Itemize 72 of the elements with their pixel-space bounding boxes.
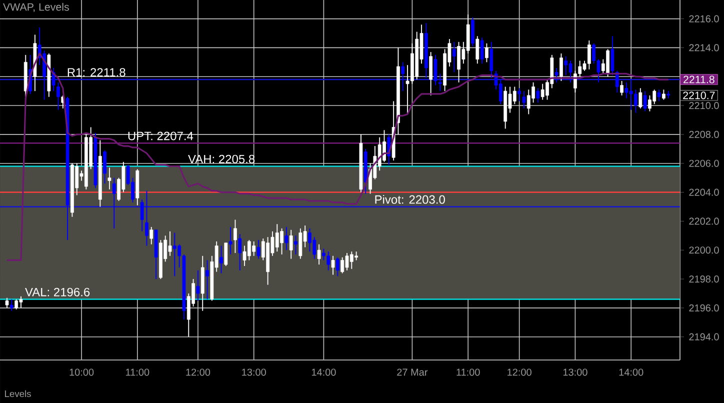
x-tick-label: 14:00 — [619, 368, 644, 376]
candlestick — [206, 260, 209, 300]
candlestick — [434, 54, 438, 86]
x-tick-label: 13:00 — [563, 368, 588, 376]
candlestick — [480, 37, 484, 64]
y-tick-label: 2200.0 — [689, 246, 719, 254]
candlestick — [294, 235, 298, 255]
candlestick — [238, 234, 242, 271]
x-tick-label: 10:00 — [70, 368, 94, 376]
candlestick — [150, 226, 154, 245]
candlestick — [289, 229, 293, 260]
y-tick-label: 2214.0 — [689, 44, 719, 52]
y-tick-label: 2210.0 — [689, 102, 719, 110]
candlestick — [452, 41, 456, 73]
candlestick — [228, 226, 232, 255]
text: Levels — [5, 390, 31, 398]
x-tick-label: 12:00 — [186, 368, 210, 376]
ref-line-label: Pivot: 2203.0 — [375, 194, 445, 204]
candlestick — [643, 90, 647, 112]
candlestick — [518, 88, 522, 102]
candlestick — [220, 245, 223, 274]
candlestick — [554, 67, 558, 83]
ref-line-label: VAL: 2196.6 — [25, 288, 90, 296]
candlestick — [657, 89, 661, 102]
x-tick-label: 12:00 — [508, 368, 532, 376]
candlestick — [103, 150, 106, 184]
candlestick — [56, 82, 60, 110]
candlestick — [471, 16, 474, 47]
y-tick-label: 2198.0 — [689, 275, 719, 283]
candlestick — [438, 73, 442, 92]
y-tick-label: 2194.0 — [689, 333, 719, 340]
candlestick — [196, 270, 200, 302]
y-tick-label: 2208.0 — [689, 130, 719, 138]
candlestick — [317, 244, 321, 266]
y-tick-label: 2216.0 — [689, 15, 719, 22]
text: 2211.8 — [684, 76, 714, 84]
candlestick — [476, 36, 480, 64]
candlestick — [10, 298, 14, 312]
candlestick — [615, 70, 619, 93]
candlestick — [620, 80, 624, 96]
candlestick — [234, 219, 237, 254]
y-tick-label: 2206.0 — [689, 160, 719, 167]
y-tick-label: 2204.0 — [689, 188, 719, 196]
text: 2210.7 — [683, 92, 715, 100]
candlestick — [662, 89, 666, 100]
y-tick-label: 2196.0 — [689, 304, 719, 312]
candlestick — [429, 52, 433, 96]
chart-title: VWAP, Levels — [2, 2, 69, 12]
candlestick — [256, 240, 260, 260]
candlestick — [638, 88, 642, 109]
x-tick-label: 13:00 — [242, 368, 266, 376]
candlestick — [331, 255, 335, 276]
candlestick — [284, 226, 288, 251]
candlestick — [336, 256, 340, 277]
x-tick-label: 27 Mar — [397, 368, 428, 376]
candlestick — [140, 199, 144, 232]
candlestick — [560, 53, 563, 82]
candlestick — [401, 62, 405, 92]
candlestick — [112, 177, 116, 229]
x-tick-label: 11:00 — [456, 368, 480, 376]
candlestick — [224, 242, 228, 266]
candlestick — [485, 42, 488, 63]
y-tick-label: 2202.0 — [689, 218, 719, 225]
candlestick — [522, 90, 526, 109]
candlestick — [536, 88, 540, 104]
candlestick — [108, 167, 112, 190]
candlestick — [610, 36, 614, 76]
x-tick-label: 14:00 — [312, 368, 336, 376]
x-tick-label: 11:00 — [126, 368, 150, 376]
candlestick — [490, 41, 494, 79]
candlestick — [5, 297, 9, 308]
candlestick — [145, 190, 148, 246]
